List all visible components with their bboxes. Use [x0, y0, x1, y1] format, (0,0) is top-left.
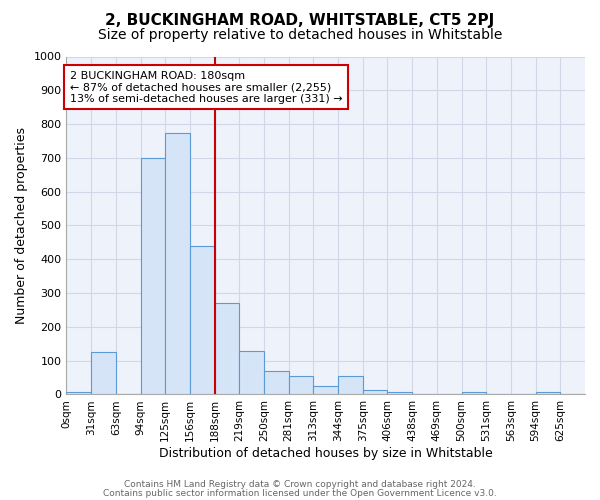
Bar	[215, 303, 239, 394]
Text: Contains HM Land Registry data © Crown copyright and database right 2024.: Contains HM Land Registry data © Crown c…	[124, 480, 476, 489]
Text: Size of property relative to detached houses in Whitstable: Size of property relative to detached ho…	[98, 28, 502, 42]
Text: Contains public sector information licensed under the Open Government Licence v3: Contains public sector information licen…	[103, 488, 497, 498]
Y-axis label: Number of detached properties: Number of detached properties	[15, 127, 28, 324]
Bar	[67, 392, 91, 394]
Bar	[91, 352, 116, 395]
Bar	[140, 158, 165, 394]
Bar	[388, 392, 412, 394]
Text: 2 BUCKINGHAM ROAD: 180sqm
← 87% of detached houses are smaller (2,255)
13% of se: 2 BUCKINGHAM ROAD: 180sqm ← 87% of detac…	[70, 70, 342, 104]
Bar	[239, 350, 264, 395]
Bar	[313, 386, 338, 394]
X-axis label: Distribution of detached houses by size in Whitstable: Distribution of detached houses by size …	[159, 447, 493, 460]
Bar	[536, 392, 560, 394]
Bar	[190, 246, 215, 394]
Bar	[264, 371, 289, 394]
Text: 2, BUCKINGHAM ROAD, WHITSTABLE, CT5 2PJ: 2, BUCKINGHAM ROAD, WHITSTABLE, CT5 2PJ	[106, 12, 494, 28]
Bar	[461, 392, 486, 394]
Bar	[363, 390, 388, 394]
Bar	[338, 376, 363, 394]
Bar	[289, 376, 313, 394]
Bar	[165, 132, 190, 394]
